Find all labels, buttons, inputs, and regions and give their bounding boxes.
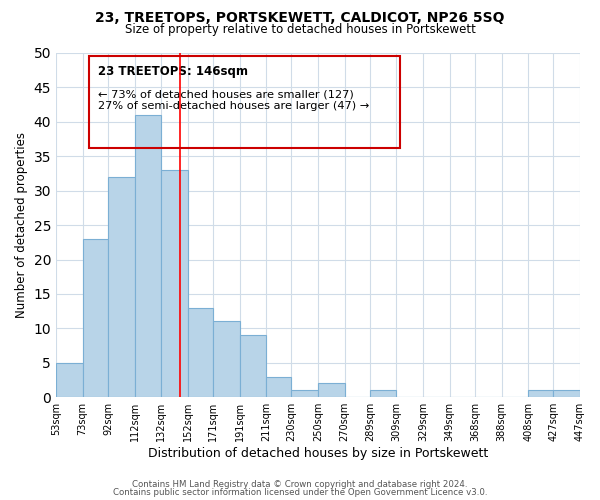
Bar: [266, 376, 292, 397]
Bar: [318, 384, 344, 397]
Text: 23 TREETOPS: 146sqm: 23 TREETOPS: 146sqm: [98, 65, 248, 78]
Bar: [188, 308, 213, 397]
Bar: [528, 390, 553, 397]
Text: Size of property relative to detached houses in Portskewett: Size of property relative to detached ho…: [125, 22, 475, 36]
Bar: [56, 363, 83, 397]
Text: 23, TREETOPS, PORTSKEWETT, CALDICOT, NP26 5SQ: 23, TREETOPS, PORTSKEWETT, CALDICOT, NP2…: [95, 12, 505, 26]
Bar: [292, 390, 318, 397]
Text: Contains public sector information licensed under the Open Government Licence v3: Contains public sector information licen…: [113, 488, 487, 497]
Y-axis label: Number of detached properties: Number of detached properties: [15, 132, 28, 318]
Text: ← 73% of detached houses are smaller (127)
27% of semi-detached houses are large: ← 73% of detached houses are smaller (12…: [98, 89, 369, 110]
Bar: [83, 239, 108, 397]
Bar: [134, 115, 161, 397]
Bar: [370, 390, 397, 397]
Bar: [108, 177, 134, 397]
Bar: [239, 336, 266, 397]
Text: Contains HM Land Registry data © Crown copyright and database right 2024.: Contains HM Land Registry data © Crown c…: [132, 480, 468, 489]
X-axis label: Distribution of detached houses by size in Portskewett: Distribution of detached houses by size …: [148, 447, 488, 460]
Bar: [213, 322, 239, 397]
Bar: [553, 390, 580, 397]
Bar: [161, 170, 188, 397]
